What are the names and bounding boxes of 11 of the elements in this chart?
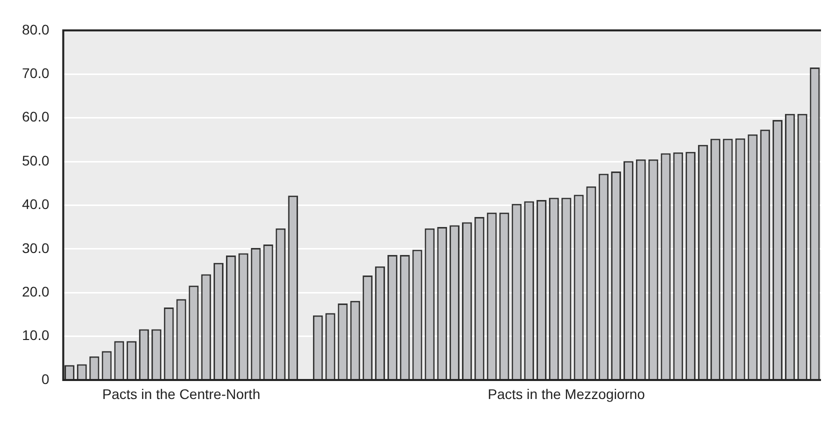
y-tick-label: 30.0 bbox=[22, 240, 50, 256]
y-tick-label: 40.0 bbox=[22, 196, 50, 212]
y-tick-label: 20.0 bbox=[22, 283, 50, 300]
y-tick-label: 80.0 bbox=[22, 21, 50, 38]
text: Pacts in the Mezzogiorno bbox=[488, 386, 646, 402]
y-tick-label: 50.0 bbox=[22, 152, 50, 168]
y-tick-label: 10.0 bbox=[22, 327, 50, 344]
y-tick-label: 60.0 bbox=[22, 108, 50, 125]
y-tick-label: 0 bbox=[41, 370, 50, 387]
text: Pacts in the Centre-North bbox=[102, 386, 260, 402]
y-tick-label: 70.0 bbox=[22, 64, 50, 81]
